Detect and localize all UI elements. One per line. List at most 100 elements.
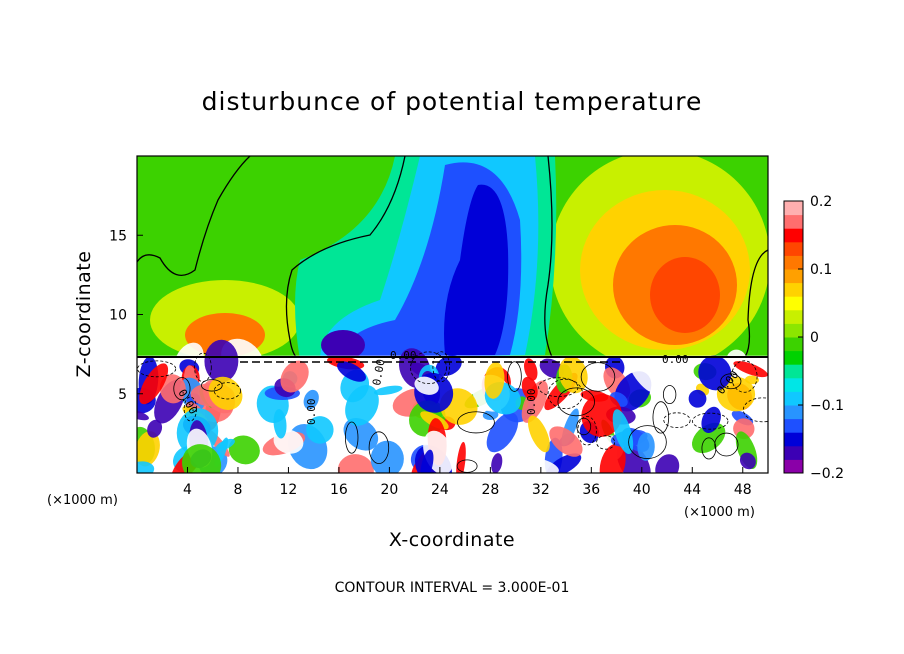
turbulent-blob xyxy=(521,376,538,401)
x-tick-label: 16 xyxy=(330,482,348,498)
colorbar-tick-label: 0.2 xyxy=(810,194,832,210)
contour-label: 0.00 xyxy=(525,389,538,416)
turbulent-blob xyxy=(139,363,169,405)
turbulent-blob xyxy=(137,431,160,467)
x-unit-left: (×1000 m) xyxy=(47,493,118,508)
contour-interval-note: CONTOUR INTERVAL = 3.000E-01 xyxy=(335,580,570,596)
contour-label: 0.00 xyxy=(370,358,387,386)
y-axis-label: Z-coordinate xyxy=(73,251,95,378)
turbulent-blob xyxy=(745,375,759,385)
turbulent-blob xyxy=(558,356,588,394)
x-tick-label: 44 xyxy=(683,482,701,498)
contour-loop xyxy=(457,411,495,434)
turbulent-blob xyxy=(648,369,674,391)
turbulent-blob xyxy=(655,454,680,473)
contour-label: 0.00 xyxy=(305,399,318,426)
turbulent-blob xyxy=(527,458,559,473)
y-tick-label: 15 xyxy=(109,228,127,244)
contour-loop xyxy=(662,385,677,405)
zero-contour-cold-east xyxy=(544,156,553,358)
x-tick-label: 48 xyxy=(734,482,752,498)
turbulent-blob xyxy=(215,438,235,451)
contour-loop xyxy=(507,361,522,392)
contour-loop xyxy=(714,432,739,457)
plot-area xyxy=(136,155,769,474)
colorbar-swatch xyxy=(784,241,803,256)
x-tick-label: 4 xyxy=(183,482,192,498)
turbulent-blob xyxy=(228,435,260,465)
turbulent-blob xyxy=(373,385,403,396)
turbulent-blob xyxy=(482,409,499,420)
turbulent-blob xyxy=(435,355,462,377)
turbulent-blob xyxy=(273,409,287,439)
contour-loop xyxy=(720,373,742,390)
contour-loop xyxy=(663,412,691,429)
colorbar-tick-label: 0 xyxy=(810,330,819,346)
turbulent-blob xyxy=(181,444,222,473)
contour-label: 0.00 xyxy=(390,349,417,362)
colorbar-tick-label: −0.1 xyxy=(810,398,844,414)
turbulent-blob xyxy=(159,374,186,404)
x-tick-label: 28 xyxy=(481,482,499,498)
colorbar-swatch xyxy=(784,337,803,352)
x-unit-right: (×1000 m) xyxy=(684,505,755,520)
turbulent-blob xyxy=(581,393,622,437)
colorbar-swatch xyxy=(784,323,803,338)
y-tick-label: 5 xyxy=(118,387,127,403)
contour-loop xyxy=(410,351,447,385)
turbulent-blob xyxy=(491,453,503,473)
colorbar-swatch xyxy=(784,418,803,433)
turbulent-blob xyxy=(147,419,163,438)
colorbar xyxy=(783,200,804,474)
colorbar-swatch xyxy=(784,255,803,270)
zero-contour-left xyxy=(137,156,251,276)
turbulent-blob xyxy=(337,454,374,473)
contour-loop xyxy=(432,351,451,383)
chart-title: disturbunce of potential temperature xyxy=(202,87,703,116)
contour-loop xyxy=(547,378,583,410)
turbulent-blob xyxy=(521,380,548,423)
colorbar-swatch xyxy=(784,459,803,474)
turbulent-blob xyxy=(486,412,519,453)
colorbar-swatch xyxy=(784,269,803,284)
colorbar-swatch xyxy=(784,377,803,392)
x-axis-label: X-coordinate xyxy=(389,529,515,551)
turbulent-blob xyxy=(306,416,334,444)
turbulent-blob xyxy=(303,389,319,410)
x-tick-label: 40 xyxy=(633,482,651,498)
contour-loop xyxy=(538,377,579,397)
turbulent-blob xyxy=(733,361,768,378)
contour-loop xyxy=(183,396,197,422)
turbulent-blob xyxy=(484,362,505,399)
y-axis: 5 10 15 xyxy=(109,228,143,403)
contour-loop xyxy=(596,435,616,450)
x-tick-label: 24 xyxy=(431,482,449,498)
colorbar-swatch xyxy=(784,296,803,311)
x-tick-label: 8 xyxy=(233,482,242,498)
colorbar-swatch xyxy=(784,309,803,324)
x-tick-label: 20 xyxy=(380,482,398,498)
contour-loop xyxy=(213,382,242,400)
colorbar-swatch xyxy=(784,228,803,243)
turbulent-blob xyxy=(345,384,379,426)
contour-loop xyxy=(344,421,359,454)
x-tick-label: 12 xyxy=(280,482,298,498)
contour-loop xyxy=(731,360,758,393)
turbulent-blob xyxy=(337,361,366,382)
lower-field xyxy=(137,338,768,473)
turbulent-blob xyxy=(739,452,756,470)
y-tick-label: 10 xyxy=(109,308,127,324)
turbulent-blob xyxy=(137,461,155,473)
turbulent-blob xyxy=(549,426,583,457)
colorbar-swatch xyxy=(784,405,803,420)
colorbar-swatch xyxy=(784,445,803,460)
upper-field xyxy=(137,156,768,370)
contour-loop xyxy=(137,360,177,378)
contour-loop xyxy=(557,387,595,417)
contour-loop xyxy=(628,425,667,459)
colorbar-swatch xyxy=(784,214,803,229)
x-tick-label: 32 xyxy=(532,482,550,498)
contour-loop xyxy=(692,412,729,430)
zero-contour-cold-west xyxy=(285,156,406,358)
colorbar-swatch xyxy=(784,201,803,216)
